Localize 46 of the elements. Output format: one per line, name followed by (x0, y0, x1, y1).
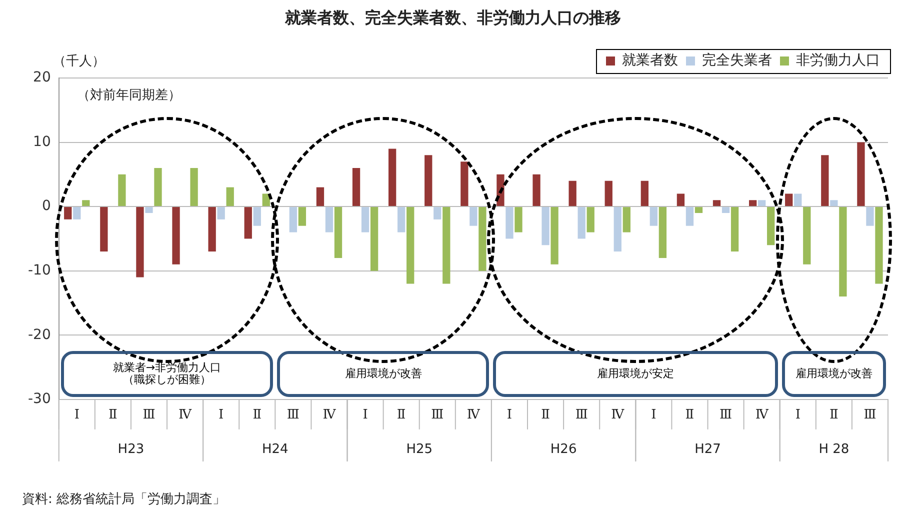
x-tick-label: Ⅰ (218, 408, 224, 423)
annotation: （対前年同期差） (76, 87, 181, 104)
x-tick-label: Ⅰ (651, 408, 656, 423)
x-tick-label: Ⅳ (178, 408, 193, 423)
legend-label: 非労働力人口 (796, 52, 880, 69)
chart-title: 就業者数、完全失業者数、非労働力人口の推移 (284, 8, 622, 29)
x-tick-label: Ⅰ (506, 408, 512, 423)
y-axis-title: （千人） (52, 53, 105, 70)
text: H23 (118, 442, 144, 457)
text: 資料: 総務省統計局「労働力調査」 (22, 491, 226, 508)
x-tick-label: Ⅳ (611, 408, 626, 423)
x-tick-label: Ⅳ (322, 408, 337, 423)
x-tick-label: Ⅲ (431, 408, 444, 423)
x-tick-label: Ⅱ (108, 408, 118, 423)
text: H 28 (818, 442, 850, 457)
y-tick-label: -10 (28, 262, 51, 278)
x-tick-label: Ⅰ (795, 408, 800, 423)
text: H24 (262, 442, 288, 457)
x-tick-label: Ⅱ (396, 408, 406, 423)
y-tick-label: 0 (42, 198, 51, 214)
x-tick-label: Ⅱ (541, 408, 550, 423)
x-tick-label: Ⅳ (755, 408, 770, 423)
x-tick-label: Ⅲ (142, 408, 156, 423)
x-tick-label: Ⅱ (685, 408, 694, 423)
x-tick-label: Ⅲ (575, 408, 588, 423)
x-tick-label: Ⅱ (252, 408, 262, 423)
legend-label: 就業者数 (622, 52, 678, 69)
text: H27 (694, 442, 721, 457)
text: H25 (406, 442, 433, 457)
legend-label: 完全失業者 (702, 52, 772, 69)
y-tick-label: -30 (28, 391, 51, 408)
annotation: 雇用環境が改善 (795, 367, 872, 380)
text: H26 (550, 442, 577, 457)
x-tick-label: Ⅲ (720, 408, 732, 423)
x-tick-label: Ⅰ (74, 408, 80, 423)
y-tick-label: -20 (28, 326, 51, 343)
annotation: 雇用環境が安定 (597, 367, 674, 380)
annotation: 就業者→非労働力人口（職探しが困難） (112, 361, 222, 386)
y-tick-label: 20 (33, 70, 51, 86)
x-tick-label: Ⅲ (286, 408, 300, 423)
annotation: 雇用環境が改善 (344, 367, 422, 380)
x-tick-label: Ⅳ (466, 408, 481, 423)
x-tick-label: Ⅲ (864, 408, 876, 423)
x-tick-label: Ⅰ (362, 408, 368, 423)
y-tick-label: 10 (33, 134, 51, 150)
x-tick-label: Ⅱ (830, 408, 839, 423)
